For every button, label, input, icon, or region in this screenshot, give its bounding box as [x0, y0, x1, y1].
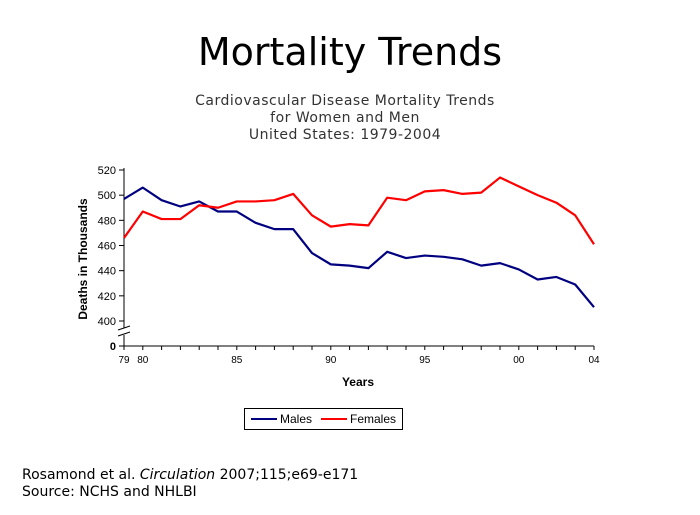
legend-item-females: Females	[321, 412, 396, 426]
citation-line-1: Rosamond et al. Circulation 2007;115;e69…	[22, 467, 358, 484]
x-tick-label: 79	[118, 355, 130, 366]
chart-series-layer	[123, 176, 595, 308]
y-tick-label: 420	[98, 291, 116, 303]
x-tick-label: 85	[231, 355, 243, 366]
x-axis-label: Years	[342, 375, 374, 389]
x-tick-label: 95	[419, 355, 431, 366]
chart-axes: 400 420 440 460 480 500 520 079 80 85 90 95 00 04	[98, 165, 600, 366]
chart-title-line-3: United States: 1979-2004	[248, 127, 442, 143]
citation-author: Rosamond et al.	[22, 467, 136, 483]
y-tick-label: 520	[98, 165, 116, 177]
x-tick-label: 80	[137, 355, 149, 366]
y-axis-label: Deaths in Thousands	[76, 198, 90, 320]
citation: Rosamond et al. Circulation 2007;115;e69…	[22, 467, 358, 501]
legend-swatch-males	[251, 418, 277, 420]
x-tick-label: 04	[588, 355, 600, 366]
legend-label-females: Females	[350, 412, 397, 426]
y-axis-break-mark	[117, 325, 131, 331]
chart-legend: Males Females	[244, 408, 403, 430]
series-line-males	[123, 186, 595, 308]
legend-swatch-females	[321, 418, 347, 420]
legend-label-males: Males	[280, 412, 313, 426]
y-tick-label: 480	[98, 215, 116, 227]
x-tick-label: 00	[513, 355, 525, 366]
chart-title: Cardiovascular Disease Mortality Trends …	[130, 93, 560, 144]
y-tick-label: 500	[98, 190, 116, 202]
y-tick-label-zero: 0	[110, 341, 116, 353]
x-tick-label: 90	[325, 355, 337, 366]
y-tick-label: 400	[98, 316, 116, 328]
citation-journal: Circulation	[139, 467, 216, 483]
y-tick-label: 460	[98, 241, 116, 253]
y-tick-label: 440	[98, 266, 116, 278]
chart-title-line-2: for Women and Men	[270, 110, 420, 126]
slide-title: Mortality Trends	[197, 30, 503, 74]
y-axis-break-mark	[117, 331, 131, 337]
legend-item-males: Males	[251, 412, 312, 426]
chart-title-line-1: Cardiovascular Disease Mortality Trends	[195, 93, 495, 109]
series-line-females	[123, 176, 595, 245]
citation-line-2: Source: NCHS and NHLBI	[22, 484, 197, 500]
citation-reference: 2007;115;e69-e171	[219, 467, 359, 483]
